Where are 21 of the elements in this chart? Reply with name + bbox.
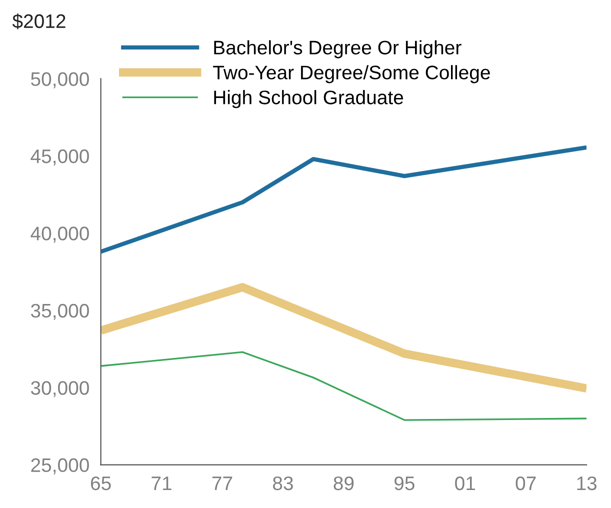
y-tick-label: 30,000 <box>30 381 89 398</box>
x-tick-label: 07 <box>516 476 536 490</box>
y-tick-label: 45,000 <box>30 149 89 166</box>
line-series <box>100 351 587 421</box>
x-tick-label: 83 <box>273 476 293 490</box>
legend-label: High School Graduate <box>214 90 404 108</box>
y-axis-title: $2012 <box>12 13 66 30</box>
x-tick-label: 13 <box>577 476 597 490</box>
line-series <box>100 145 587 254</box>
y-tick-label: 25,000 <box>31 458 89 474</box>
x-tick-label: 77 <box>212 476 232 490</box>
legend-label: Bachelor's Degree Or Higher <box>214 40 462 58</box>
x-tick-label: 71 <box>152 476 172 490</box>
x-tick-label: 95 <box>394 476 414 490</box>
y-tick-label: 50,000 <box>31 72 89 88</box>
x-tick-label: 65 <box>90 476 111 490</box>
legend-label: Two-Year Degree/Some College <box>213 65 490 84</box>
x-tick-label: 01 <box>455 476 475 490</box>
x-tick-label: 89 <box>334 476 354 490</box>
y-tick-label: 35,000 <box>30 304 89 320</box>
y-tick-label: 40,000 <box>30 226 89 243</box>
